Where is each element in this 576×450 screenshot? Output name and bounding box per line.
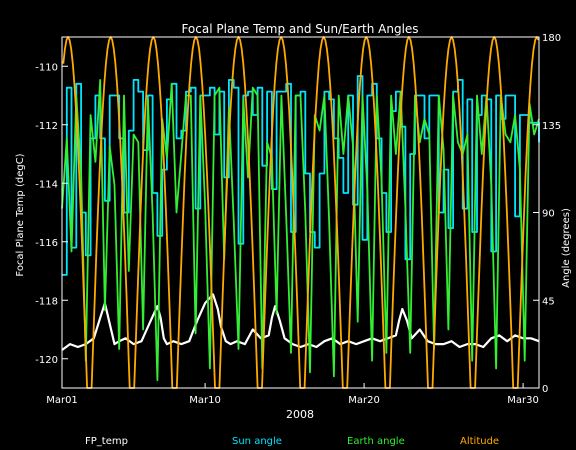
legend-entry-altitude: Altitude bbox=[460, 436, 499, 447]
y-right-tick-label: 90 bbox=[542, 209, 555, 220]
series-line-altitude bbox=[62, 36, 540, 389]
y-left-tick-label: -112 bbox=[35, 121, 58, 132]
series-layer bbox=[61, 36, 540, 389]
y-left-tick-label: -114 bbox=[35, 179, 58, 190]
x-axis: Mar01 Mar10 Mar20 Mar30 bbox=[46, 383, 539, 406]
y-left-tick-label: -118 bbox=[35, 296, 58, 307]
legend-entry-sun-angle: Sun angle bbox=[232, 436, 282, 447]
y-left-tick-label: -120 bbox=[35, 355, 58, 366]
x-tick-label: Mar30 bbox=[507, 395, 539, 406]
legend-entry-fp-temp: FP_temp bbox=[85, 436, 128, 447]
legend-entry-earth-angle: Earth angle bbox=[347, 436, 405, 447]
series-line-fp-temp bbox=[61, 293, 540, 351]
x-tick-label: Mar20 bbox=[348, 395, 380, 406]
y-axis-left-label: Focal Plane Temp (degC) bbox=[15, 153, 26, 276]
chart-title: Focal Plane Temp and Sun/Earth Angles bbox=[181, 22, 418, 36]
y-axis-left: -110 -112 -114 -116 -118 -120 bbox=[35, 62, 68, 366]
y-right-tick-label: 45 bbox=[542, 296, 555, 307]
y-axis-right: 180 135 90 45 0 bbox=[533, 33, 561, 395]
series-line-earth-angle bbox=[61, 79, 540, 382]
y-right-tick-label: 180 bbox=[542, 33, 561, 44]
y-left-tick-label: -110 bbox=[35, 62, 58, 73]
y-right-tick-label: 0 bbox=[542, 384, 548, 395]
x-tick-label: Mar01 bbox=[46, 395, 78, 406]
y-axis-right-label: Angle (degrees) bbox=[561, 208, 572, 288]
y-left-tick-label: -116 bbox=[35, 238, 58, 249]
plot-area bbox=[61, 36, 540, 389]
x-axis-label: 2008 bbox=[286, 408, 314, 421]
legend: FP_temp Sun angle Earth angle Altitude bbox=[85, 436, 499, 447]
x-tick-label: Mar10 bbox=[189, 395, 221, 406]
y-right-tick-label: 135 bbox=[542, 121, 561, 132]
